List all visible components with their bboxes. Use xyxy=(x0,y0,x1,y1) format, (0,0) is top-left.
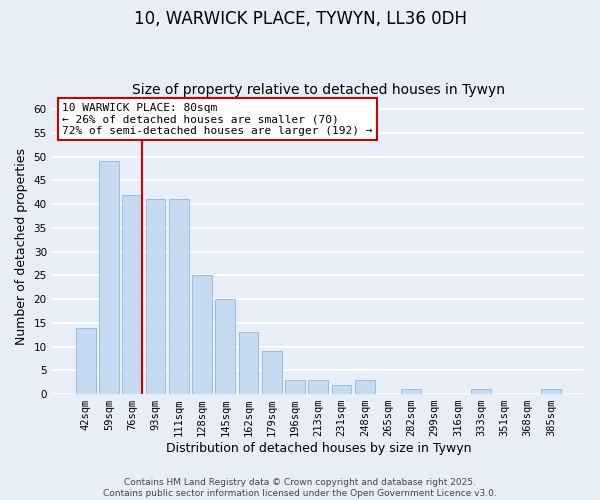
Bar xyxy=(169,200,188,394)
Bar xyxy=(239,332,259,394)
Bar xyxy=(146,200,166,394)
Bar xyxy=(122,194,142,394)
Bar xyxy=(192,276,212,394)
Bar xyxy=(308,380,328,394)
Bar xyxy=(285,380,305,394)
Bar xyxy=(262,352,282,394)
Bar xyxy=(355,380,375,394)
Bar xyxy=(215,299,235,394)
X-axis label: Distribution of detached houses by size in Tywyn: Distribution of detached houses by size … xyxy=(166,442,471,455)
Text: Contains HM Land Registry data © Crown copyright and database right 2025.
Contai: Contains HM Land Registry data © Crown c… xyxy=(103,478,497,498)
Bar xyxy=(541,390,561,394)
Y-axis label: Number of detached properties: Number of detached properties xyxy=(15,148,28,346)
Bar xyxy=(99,162,119,394)
Title: Size of property relative to detached houses in Tywyn: Size of property relative to detached ho… xyxy=(132,83,505,97)
Bar xyxy=(401,390,421,394)
Bar xyxy=(332,384,352,394)
Text: 10, WARWICK PLACE, TYWYN, LL36 0DH: 10, WARWICK PLACE, TYWYN, LL36 0DH xyxy=(133,10,467,28)
Bar xyxy=(471,390,491,394)
Bar xyxy=(76,328,95,394)
Text: 10 WARWICK PLACE: 80sqm
← 26% of detached houses are smaller (70)
72% of semi-de: 10 WARWICK PLACE: 80sqm ← 26% of detache… xyxy=(62,102,373,136)
